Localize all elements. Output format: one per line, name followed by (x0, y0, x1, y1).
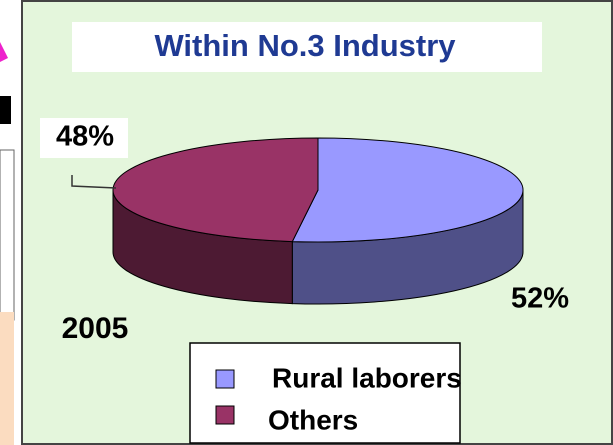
legend (189, 342, 461, 444)
legend-swatch (215, 369, 235, 389)
leader-line (71, 175, 117, 189)
chart-title: Within No.3 Industry (154, 28, 456, 63)
pie (112, 137, 524, 305)
fragment-panel (0, 312, 14, 445)
legend-label: Others (268, 404, 358, 435)
value-label: 52% (511, 283, 569, 315)
legend-items: Rural laborers Others (215, 362, 462, 435)
legend-swatch (215, 405, 235, 425)
slice (291, 137, 524, 243)
title-bg (72, 22, 542, 72)
annotation: 2005 (62, 312, 129, 345)
legend-label: Rural laborers (272, 362, 462, 393)
value-label: 48% (56, 121, 114, 153)
fragment-box (0, 149, 15, 321)
slice (112, 137, 319, 243)
fragment-triangle (0, 42, 8, 62)
label-bg (40, 118, 128, 158)
fragment-text (0, 96, 11, 124)
